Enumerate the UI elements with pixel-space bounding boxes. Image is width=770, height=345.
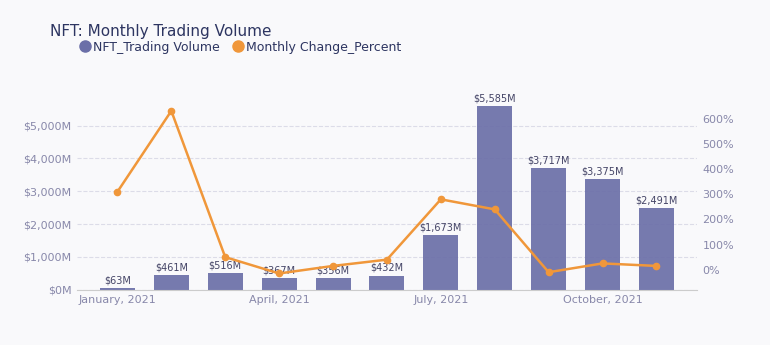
Bar [585,179,620,290]
Bar [208,273,243,290]
Legend: NFT_Trading Volume, Monthly Change_Percent: NFT_Trading Volume, Monthly Change_Perce… [77,36,407,59]
Bar [370,276,404,290]
Text: $3,717M: $3,717M [527,155,570,165]
Bar [100,288,135,290]
Bar [531,168,566,290]
Text: $432M: $432M [370,263,403,273]
Bar [154,275,189,290]
Bar [639,208,674,290]
Text: $3,375M: $3,375M [581,166,624,176]
Text: NFT: Monthly Trading Volume: NFT: Monthly Trading Volume [50,24,272,39]
Text: $5,585M: $5,585M [474,94,516,104]
Bar [424,235,458,290]
Bar [262,278,296,290]
Text: $63M: $63M [104,275,131,285]
Text: $2,491M: $2,491M [635,195,678,205]
Bar [316,278,350,290]
Text: $1,673M: $1,673M [420,222,462,232]
Text: $516M: $516M [209,260,242,270]
Text: $367M: $367M [263,265,296,275]
Text: $356M: $356M [316,265,350,275]
Bar [477,107,512,290]
Text: $461M: $461M [155,262,188,272]
